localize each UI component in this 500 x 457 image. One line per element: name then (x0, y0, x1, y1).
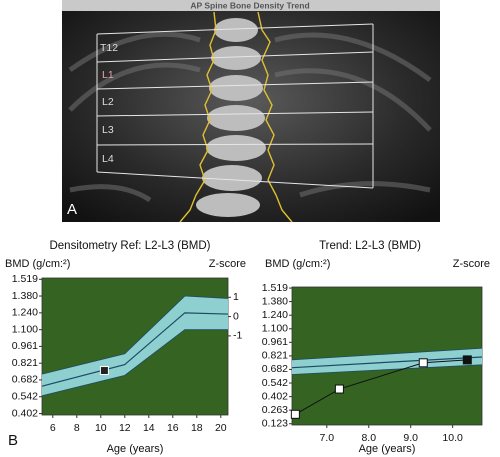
x-tick-label: 16 (167, 422, 179, 434)
y-axis-label: BMD (g/cm:²) (5, 258, 70, 270)
x-tick-label: 18 (191, 422, 203, 434)
vertebrae (196, 18, 266, 217)
y2-tick-label: -1 (233, 330, 242, 342)
image-title: AP Spine Bone Density Trend (190, 0, 309, 10)
region-lines (96, 23, 374, 189)
band-edge (41, 329, 228, 397)
x-axis-label: Age (years) (107, 443, 164, 455)
y-tick-label: 0.682 (12, 374, 38, 386)
region-label: L3 (102, 124, 114, 136)
y-tick-label: 0.821 (262, 350, 288, 362)
measurement-point (418, 358, 428, 368)
band-edge (291, 347, 483, 361)
ribs (68, 31, 432, 203)
xray-image: AP Spine Bone Density Trend T12 L1 L2 L3… (62, 0, 440, 223)
y2-axis-label: Z-score (209, 258, 246, 270)
measurement-point (99, 366, 109, 376)
measurement-point (462, 355, 472, 365)
panel-label: A (67, 201, 77, 218)
region-label: L2 (102, 96, 114, 108)
reference-band (42, 296, 228, 396)
x-tick-label: 9.0 (403, 432, 418, 444)
x-tick-label: 8.0 (361, 432, 376, 444)
trend-line (295, 359, 468, 415)
y-tick-label: 0.961 (12, 340, 38, 352)
x-tick-label: 10 (95, 422, 107, 434)
measurement-point (334, 384, 344, 394)
y-tick-label: 0.542 (12, 391, 38, 403)
x-tick-label: 8 (74, 422, 80, 434)
title-strip (62, 0, 440, 11)
band-edge (41, 295, 229, 375)
chart-title: Densitometry Ref: L2-L3 (BMD) (49, 240, 210, 252)
y-tick-label: 1.380 (262, 295, 288, 307)
y-tick-label: 1.380 (12, 290, 38, 302)
band-edge (291, 364, 483, 375)
y-tick-label: 0.542 (262, 377, 288, 389)
y2-tick-label: 1 (233, 291, 239, 303)
y-tick-label: 0.961 (262, 336, 288, 348)
y-tick-label: 1.519 (262, 282, 288, 294)
bone-outline (179, 11, 293, 223)
y-axis-label: BMD (g/cm:²) (265, 258, 330, 270)
x-axis-label: Age (years) (359, 443, 416, 455)
y2-tick-label: 0 (233, 310, 239, 322)
y-tick-label: 1.240 (12, 307, 38, 319)
y-tick-label: 0.402 (12, 407, 38, 419)
y-tick-label: 0.123 (262, 418, 288, 430)
y-tick-label: 1.519 (12, 273, 38, 285)
x-tick-label: 10.0 (442, 432, 463, 444)
y-tick-label: 1.240 (262, 309, 288, 321)
y-tick-label: 0.402 (262, 390, 288, 402)
x-tick-label: 14 (143, 422, 155, 434)
reference-band (292, 348, 482, 375)
y2-axis-label: Z-score (453, 258, 490, 270)
region-label: L1 (102, 69, 114, 81)
panel-label: B (8, 432, 18, 449)
y-tick-label: 0.682 (262, 363, 288, 375)
y-tick-label: 1.100 (12, 323, 38, 335)
y-tick-label: 1.100 (262, 323, 288, 335)
x-tick-label: 12 (119, 422, 131, 434)
measurement-point (290, 409, 300, 419)
y-tick-label: 0.263 (262, 404, 288, 416)
region-label: L4 (102, 153, 114, 165)
reference-line (41, 312, 229, 387)
chart-title: Trend: L2-L3 (BMD) (319, 240, 421, 252)
x-tick-label: 20 (215, 422, 227, 434)
y-tick-label: 0.821 (12, 357, 38, 369)
x-tick-label: 6 (50, 422, 56, 434)
x-tick-label: 7.0 (320, 432, 335, 444)
region-label: T12 (100, 42, 118, 54)
reference-line (291, 356, 483, 369)
